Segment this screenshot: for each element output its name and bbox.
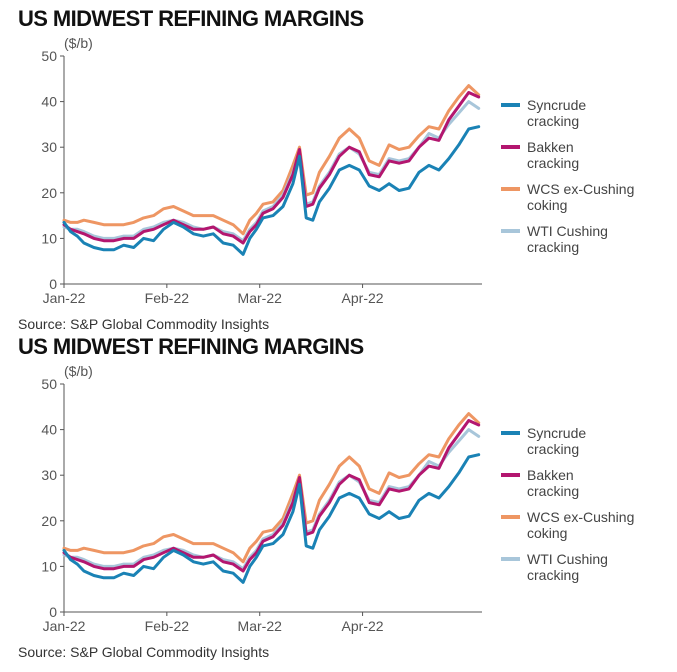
x-tick-label: Feb-22 xyxy=(145,290,190,306)
series-line-wti-cushing-cracking xyxy=(62,100,481,243)
legend-label: WTI Cushing xyxy=(527,223,608,239)
legend-label: coking xyxy=(527,197,567,213)
series-line-wti-cushing-cracking xyxy=(62,428,481,571)
y-tick-label: 10 xyxy=(41,558,57,574)
legend-label: cracking xyxy=(527,441,579,457)
line-chart: 0 10 20 30 40 50 ($/b) Jan-22 Feb-22 Mar-22 Apr-22… xyxy=(41,35,634,306)
legend-label: cracking xyxy=(527,239,579,255)
y-tick-label: 40 xyxy=(41,94,57,110)
legend-label: cracking xyxy=(527,113,579,129)
legend-label: Syncrude xyxy=(527,425,586,441)
legend-label: cracking xyxy=(527,155,579,171)
chart-panel-2: 0 10 20 30 40 50 ($/b) Jan-22 Feb-22 Mar-22 Apr-22… xyxy=(0,328,677,664)
y-tick-label: 40 xyxy=(41,422,57,438)
chart-title: US MIDWEST REFINING MARGINS xyxy=(18,6,364,31)
legend-label: Bakken xyxy=(527,467,574,483)
y-tick-label: 0 xyxy=(49,604,57,620)
y-axis-unit: ($/b) xyxy=(64,363,93,379)
x-tick-label: Feb-22 xyxy=(145,618,190,634)
series-line-wcs-ex-cushing-coking xyxy=(62,84,481,236)
chart-source: Source: S&P Global Commodity Insights xyxy=(18,316,270,332)
legend-label: WCS ex-Cushing xyxy=(527,181,634,197)
series-line-wcs-ex-cushing-coking xyxy=(62,412,481,564)
legend-label: Syncrude xyxy=(527,97,586,113)
legend-label: WTI Cushing xyxy=(527,551,608,567)
y-tick-label: 20 xyxy=(41,513,57,529)
x-tick-label: Apr-22 xyxy=(342,618,384,634)
series-line-bakken-cracking xyxy=(62,419,481,573)
x-tick-label: Mar-22 xyxy=(238,290,283,306)
y-tick-label: 20 xyxy=(41,185,57,201)
legend-label: coking xyxy=(527,525,567,541)
x-tick-label: Jan-22 xyxy=(43,618,86,634)
legend-label: WCS ex-Cushing xyxy=(527,509,634,525)
y-tick-label: 30 xyxy=(41,139,57,155)
legend-label: cracking xyxy=(527,483,579,499)
x-tick-label: Jan-22 xyxy=(43,290,86,306)
y-tick-label: 50 xyxy=(41,376,57,392)
y-tick-label: 50 xyxy=(41,48,57,64)
y-tick-label: 30 xyxy=(41,467,57,483)
chart-title: US MIDWEST REFINING MARGINS xyxy=(18,334,364,359)
series-line-syncrude-cracking xyxy=(62,125,481,256)
line-chart: 0 10 20 30 40 50 ($/b) Jan-22 Feb-22 Mar-22 Apr-22… xyxy=(41,363,634,634)
y-tick-label: 10 xyxy=(41,230,57,246)
chart-panel-1: 0 10 20 30 40 50 ($/b) Jan-22 Feb-22 Mar-22 Apr-22… xyxy=(18,6,634,332)
legend-label: cracking xyxy=(527,567,579,583)
chart-source: Source: S&P Global Commodity Insights xyxy=(18,644,270,660)
x-tick-label: Mar-22 xyxy=(238,618,283,634)
series-line-syncrude-cracking xyxy=(62,453,481,584)
series-line-bakken-cracking xyxy=(62,91,481,245)
y-tick-label: 0 xyxy=(49,276,57,292)
y-axis-unit: ($/b) xyxy=(64,35,93,51)
x-tick-label: Apr-22 xyxy=(342,290,384,306)
legend-label: Bakken xyxy=(527,139,574,155)
